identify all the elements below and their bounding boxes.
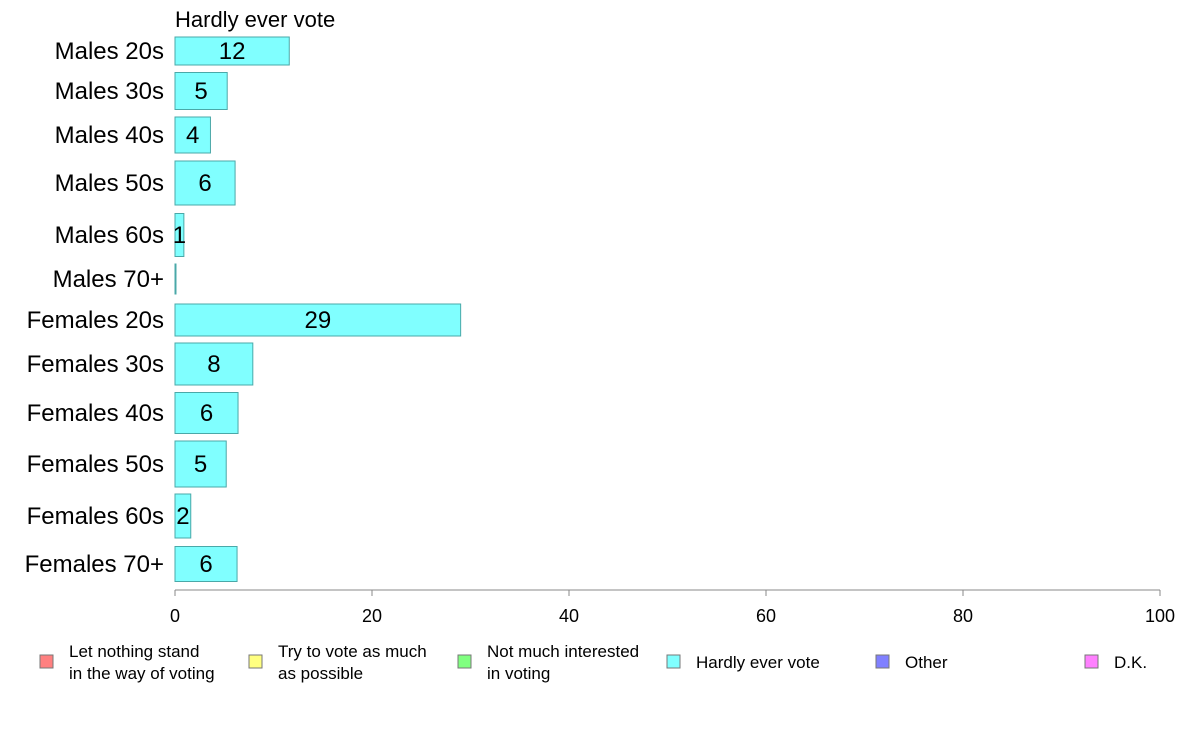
category-label: Males 20s [55,38,164,65]
bar [174,392,239,434]
legend-label-line2: in voting [487,664,550,683]
category-label: Males 70+ [53,266,164,293]
legend-label-line2: in the way of voting [69,664,215,683]
bar [174,72,228,110]
bar [174,342,254,386]
bar-value-label: 4 [186,122,199,149]
x-tick-label: 100 [1145,606,1175,626]
category-label: Females 50s [27,451,164,478]
x-tick-label: 20 [362,606,382,626]
category-label: Females 70+ [25,551,164,578]
legend: Let nothing stand in the way of voting Try… [39,642,1147,683]
bar [174,440,227,488]
bar [174,546,238,582]
category-labels: Males 20s Males 30s Males 40s Males 50s Male… [25,38,164,578]
bar-value-label: 5 [194,78,207,105]
panel-title: Hardly ever vote [175,7,335,32]
legend-label: Other [905,653,948,672]
legend-swatch [1084,654,1099,669]
category-label: Males 40s [55,122,164,149]
bar [174,160,236,206]
category-label: Females 20s [27,307,164,334]
category-label: Females 60s [27,503,164,530]
bar [174,493,192,539]
legend-label: Hardly ever vote [696,653,820,672]
bar-value-label: 5 [194,451,207,478]
legend-label: Not much interested [487,642,639,661]
legend-label: Let nothing stand [69,642,199,661]
legend-swatch [39,654,54,669]
category-label: Females 40s [27,400,164,427]
x-axis: 0 20 40 60 80 100 [170,589,1175,626]
x-tick-label: 40 [559,606,579,626]
bar-value-label: 6 [199,551,212,578]
bar-value-label: 12 [219,38,246,65]
x-tick-label: 60 [756,606,776,626]
x-tick-label: 80 [953,606,973,626]
bar [174,213,185,257]
category-label: Males 60s [55,222,164,249]
x-tick-label: 0 [170,606,180,626]
legend-swatch [875,654,890,669]
bar-value-label: 6 [200,400,213,427]
legend-swatch [457,654,472,669]
bar-value-label: 1 [173,222,186,249]
legend-swatch [666,654,681,669]
legend-label-line2: as possible [278,664,363,683]
category-label: Males 30s [55,78,164,105]
bar [174,303,462,337]
category-label: Males 50s [55,170,164,197]
legend-label: D.K. [1114,653,1147,672]
bar [174,36,290,66]
legend-label: Try to vote as much [278,642,427,661]
bar-value-label: 8 [207,351,220,378]
bar-value-label: 2 [176,503,189,530]
bar-value-label: 29 [304,307,331,334]
bar [174,116,211,154]
bar-value-label: 6 [198,170,211,197]
bar [174,263,177,295]
category-label: Females 30s [27,351,164,378]
legend-swatch [248,654,263,669]
